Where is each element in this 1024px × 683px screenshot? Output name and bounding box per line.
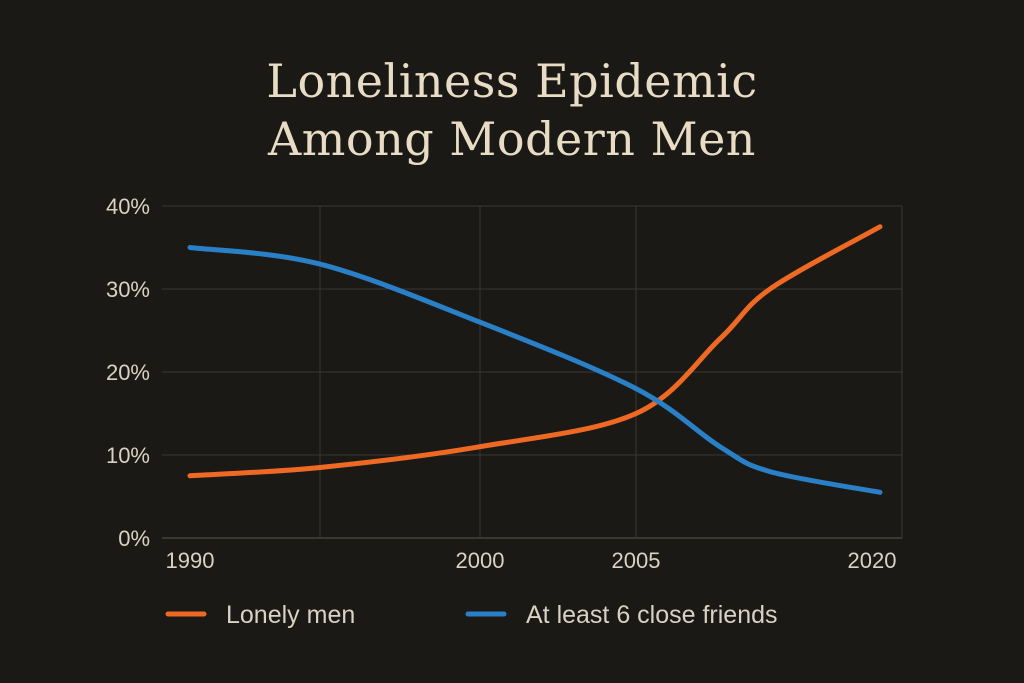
chart-title-line-2: Among Modern Men — [268, 112, 756, 166]
x-tick-label: 1990 — [166, 548, 215, 573]
y-tick-label: 40% — [106, 194, 150, 219]
x-tick-label: 2005 — [612, 548, 661, 573]
x-axis-ticks: 1990 2000 2005 2020 — [166, 548, 897, 573]
chart-title: Loneliness Epidemic Among Modern Men — [0, 52, 1024, 168]
x-tick-label: 2000 — [456, 548, 505, 573]
chart-title-line-1: Loneliness Epidemic — [266, 54, 758, 108]
y-tick-label: 10% — [106, 443, 150, 468]
legend-label: At least 6 close friends — [526, 601, 778, 629]
x-tick-label: 2020 — [848, 548, 897, 573]
legend-label: Lonely men — [226, 601, 355, 629]
y-tick-label: 30% — [106, 277, 150, 302]
y-tick-label: 0% — [118, 526, 150, 551]
series-line-close-friends — [187, 245, 883, 495]
y-tick-label: 20% — [106, 360, 150, 385]
series-line-lonely-men — [187, 224, 883, 479]
series-lines — [187, 224, 883, 495]
grid — [162, 205, 903, 539]
y-axis-ticks: 0% 10% 20% 30% 40% — [106, 194, 150, 551]
legend: Lonely men At least 6 close friends — [165, 601, 778, 629]
